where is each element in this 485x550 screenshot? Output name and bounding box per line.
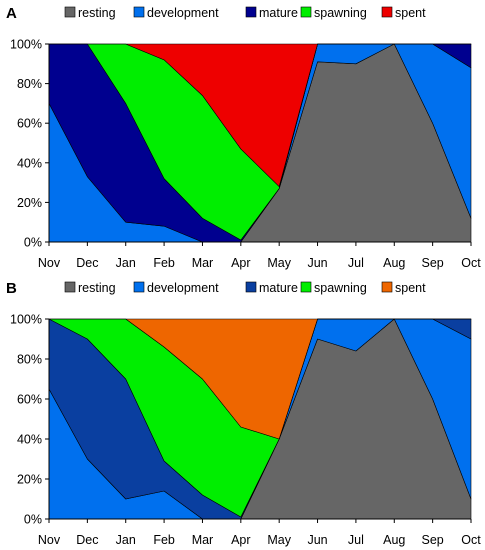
legend-swatch [245,281,257,293]
legend-swatch [133,6,145,18]
legend-swatch [64,6,76,18]
chart-panel-a: A 0% 20% 40% 60% 80% 100% Nov Dec Jan Feb Mar Apr May… [6,5,481,270]
y-tick-label: 40% [17,156,42,170]
x-tick-label: Jul [348,256,364,270]
panel-label: A [6,5,17,22]
legend-label: spent [395,281,426,295]
x-tick-label: Aug [383,256,405,270]
x-tick-label: Nov [38,256,61,270]
legend-swatch [300,6,312,18]
x-tick-label: Oct [461,533,481,547]
x-tick-label: May [267,533,291,547]
legend-label: resting [78,281,116,295]
x-tick-label: Mar [192,533,214,547]
legend-label: mature [259,6,298,20]
y-tick-label: 20% [17,196,42,210]
legend-label: spent [395,6,426,20]
y-tick-label: 100% [10,313,42,327]
legend-label: development [147,281,219,295]
legend-label: spawning [314,281,367,295]
legend-swatch [381,6,393,18]
x-tick-label: Apr [231,533,250,547]
legend-swatch [245,6,257,18]
legend-swatch [133,281,145,293]
y-tick-label: 80% [17,353,42,367]
x-tick-label: Oct [461,256,481,270]
y-tick-label: 20% [17,473,42,487]
legend-label: development [147,6,219,20]
x-tick-label: Mar [192,256,214,270]
x-tick-label: May [267,256,291,270]
legend-label: mature [259,281,298,295]
y-tick-label: 0% [24,513,42,527]
x-tick-label: Nov [38,533,61,547]
y-tick-label: 80% [17,77,42,91]
y-tick-label: 40% [17,433,42,447]
legend-label: spawning [314,6,367,20]
series-area-spent [48,318,472,440]
x-tick-label: Apr [231,256,250,270]
y-tick-label: 0% [24,236,42,250]
x-tick-label: Dec [76,533,98,547]
y-tick-label: 60% [17,393,42,407]
y-tick-label: 100% [10,38,42,52]
x-tick-label: Feb [153,256,175,270]
x-tick-label: Jun [307,533,327,547]
panel-label: B [6,280,17,297]
series-area-spent [48,43,472,187]
x-tick-label: Dec [76,256,98,270]
legend-swatch [381,281,393,293]
legend-swatch [300,281,312,293]
legend-label: resting [78,6,116,20]
y-tick-label: 60% [17,117,42,131]
x-tick-label: Sep [422,533,444,547]
legend-swatch [64,281,76,293]
x-tick-label: Jan [116,256,136,270]
x-tick-label: Feb [153,533,175,547]
x-tick-label: Jun [307,256,327,270]
x-tick-label: Jan [116,533,136,547]
chart-panel-b: B 0% 20% 40% 60% 80% 100% Nov Dec Jan Feb Mar Apr May… [6,280,481,547]
x-tick-label: Aug [383,533,405,547]
x-tick-label: Sep [422,256,444,270]
x-tick-label: Jul [348,533,364,547]
